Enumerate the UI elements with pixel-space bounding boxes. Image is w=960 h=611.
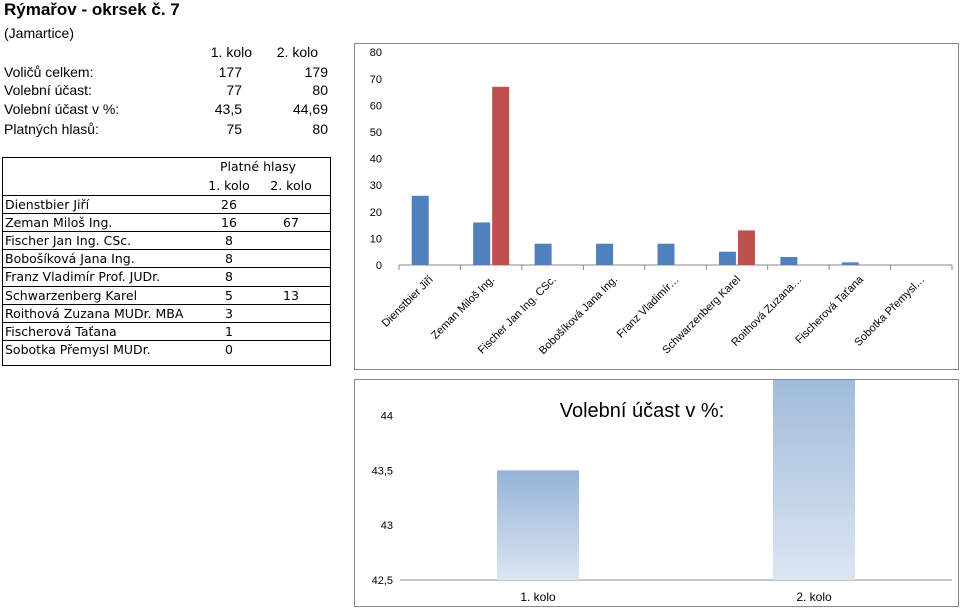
bar <box>411 195 429 265</box>
stats-value-1: 75 <box>226 121 242 137</box>
candidate-votes-1: 0 <box>225 341 233 357</box>
y-tick-label: 20 <box>370 207 382 219</box>
stats-label: Volební účast v %: <box>4 101 120 117</box>
candidate-name: Sobotka Přemysl MUDr. <box>5 341 151 357</box>
stats-col2-header: 2. kolo <box>276 44 318 60</box>
candidate-name: Fischerová Taťana <box>5 323 117 339</box>
bar <box>492 86 510 265</box>
stats-value-2: 179 <box>304 64 328 80</box>
candidate-name: Roithová Zuzana MUDr. MBA <box>5 305 184 321</box>
y-tick-label: 30 <box>370 180 382 192</box>
bar <box>773 339 855 580</box>
candidate-row: Fischer Jan Ing. CSc. 8 <box>3 231 330 250</box>
x-tick-label: Sobotka Přemysl… <box>852 274 927 349</box>
candidate-votes-1: 8 <box>225 269 233 285</box>
y-tick-label: 50 <box>370 127 382 139</box>
stats-value-1: 43,5 <box>214 101 242 117</box>
candidate-row: Roithová Zuzana MUDr. MBA 3 <box>3 303 330 323</box>
y-tick-label: 10 <box>370 233 382 245</box>
stats-label: Platných hlasů: <box>4 121 99 137</box>
bar <box>737 230 755 265</box>
stats-value-2: 80 <box>312 121 328 137</box>
x-tick-label: Franz Vladimír… <box>615 274 682 341</box>
y-tick-label: 43,5 <box>372 465 393 477</box>
stats-label: Voličů celkem: <box>4 64 94 80</box>
candidate-row: Bobošíková Jana Ing. 8 <box>3 249 330 268</box>
y-tick-label: 0 <box>376 260 382 272</box>
bar <box>841 262 859 265</box>
y-tick-label: 60 <box>370 100 382 112</box>
candidate-name: Dienstbier Jiří <box>5 197 90 212</box>
stats-value-2: 44,69 <box>292 101 328 117</box>
candidate-name: Schwarzenberg Karel <box>5 287 138 303</box>
x-tick-label: Dienstbier Jiří <box>380 274 436 330</box>
bar <box>657 243 675 265</box>
page-subtitle: (Jamartice) <box>4 25 75 41</box>
x-tick-label: Zeman Miloš Ing. <box>429 274 497 342</box>
y-tick-label: 44 <box>381 411 393 423</box>
candidates-table: Platné hlasy 1. kolo 2. kolo Dienstbier … <box>2 157 331 366</box>
x-tick-label: 2. kolo <box>796 590 832 604</box>
stats-col1-header: 1. kolo <box>210 44 252 60</box>
candidate-row: Fischerová Taťana 1 <box>3 321 330 341</box>
x-tick-label: 1. kolo <box>520 590 556 604</box>
bar <box>497 470 579 580</box>
candidate-row: Zeman Miloš Ing. 16 67 <box>3 213 330 232</box>
page-title: Rýmařov - okrsek č. 7 <box>4 0 180 19</box>
y-tick-label: 80 <box>370 47 382 59</box>
candidate-name: Bobošíková Jana Ing. <box>5 251 135 267</box>
candidate-name: Fischer Jan Ing. CSc. <box>5 233 132 249</box>
y-tick-label: 42,5 <box>372 575 393 587</box>
candidate-row: Schwarzenberg Karel 5 13 <box>3 285 330 305</box>
bar <box>780 257 798 265</box>
stats-value-1: 177 <box>218 64 242 80</box>
candidate-row: Sobotka Přemysl MUDr. 0 <box>3 339 330 359</box>
candidate-row: Dienstbier Jiří 26 <box>3 195 330 214</box>
candidate-votes-2: 67 <box>283 215 299 231</box>
candidate-votes-1: 8 <box>225 233 233 249</box>
candidate-name: Zeman Miloš Ing. <box>5 215 113 231</box>
candidate-votes-1: 1 <box>225 323 233 339</box>
bar <box>718 251 736 265</box>
votes-chart: 0 10 20 30 40 50 60 70 80 Dienstbier Jiří Zeman Mi… <box>354 43 959 370</box>
candidates-col1-header: 1. kolo <box>208 178 250 193</box>
candidate-votes-2: 13 <box>283 287 299 303</box>
candidates-heading: Platné hlasy <box>219 159 297 174</box>
stats-label: Volební účast: <box>4 82 92 98</box>
stats-value-2: 80 <box>312 82 328 98</box>
candidate-name: Franz Vladimír Prof. JUDr. <box>5 269 161 285</box>
candidate-votes-1: 3 <box>225 305 233 321</box>
candidate-row: Franz Vladimír Prof. JUDr. 8 <box>3 267 330 286</box>
x-tick-label: Fischerová Taťana <box>793 273 866 346</box>
candidate-votes-1: 26 <box>221 197 237 212</box>
y-tick-label: 43 <box>381 520 393 532</box>
bar <box>473 222 491 265</box>
stats-value-1: 77 <box>226 82 242 98</box>
y-tick-label: 40 <box>370 154 382 166</box>
candidate-votes-1: 16 <box>221 215 237 231</box>
chart-title: Volební účast v %: <box>560 400 725 422</box>
candidates-col2-header: 2. kolo <box>270 178 312 193</box>
bar <box>534 243 552 265</box>
candidate-votes-1: 5 <box>225 287 233 303</box>
bar <box>596 243 614 265</box>
candidate-votes-1: 8 <box>225 251 233 267</box>
y-tick-label: 70 <box>370 74 382 86</box>
